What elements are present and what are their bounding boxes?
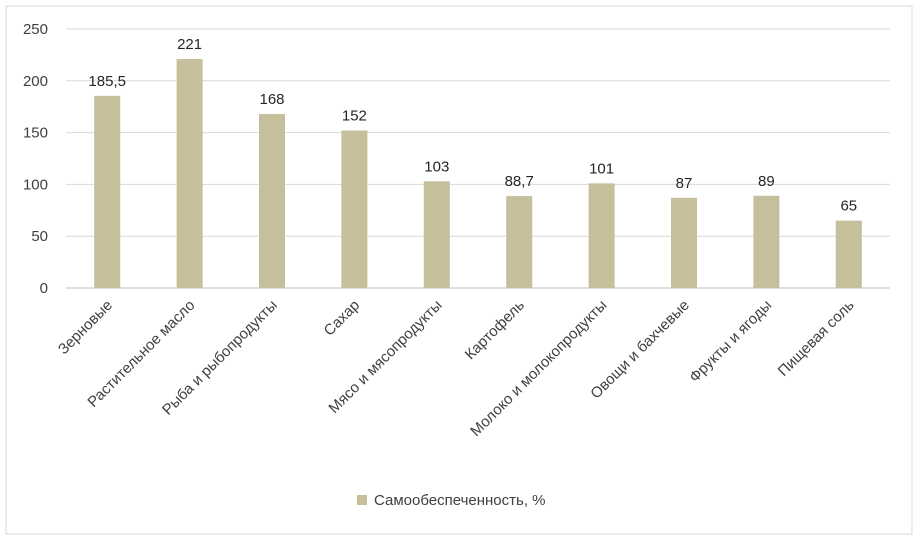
data-label: 103 <box>424 158 449 175</box>
data-label: 65 <box>840 198 857 215</box>
y-tick-label: 0 <box>40 280 48 297</box>
data-label: 88,7 <box>505 173 534 190</box>
bar <box>506 196 533 288</box>
gridlines <box>66 28 890 289</box>
bar <box>94 95 121 289</box>
data-label: 221 <box>177 36 202 53</box>
legend: Самообеспеченность, % <box>357 492 546 509</box>
data-label: 168 <box>259 91 284 108</box>
y-tick-label: 150 <box>23 125 48 142</box>
y-tick-label: 200 <box>23 73 48 90</box>
data-label: 185,5 <box>88 73 126 90</box>
y-tick-label: 100 <box>23 176 48 193</box>
bar <box>753 195 780 288</box>
legend-label: Самообеспеченность, % <box>374 492 546 509</box>
bar <box>341 130 368 288</box>
bar <box>176 59 203 288</box>
bars <box>94 59 862 289</box>
data-label: 152 <box>342 108 367 125</box>
data-label: 101 <box>589 160 614 177</box>
bar <box>423 181 450 288</box>
y-tick-label: 250 <box>23 21 48 38</box>
bar <box>835 220 862 288</box>
y-axis: 0 50 100 150 200 250 <box>23 21 48 297</box>
bar <box>671 197 697 288</box>
bar <box>259 113 285 289</box>
data-labels: 185,5 221 168 152 103 88,7 101 87 89 65 <box>88 36 857 215</box>
data-label: 87 <box>676 175 693 192</box>
data-label: 89 <box>758 173 775 190</box>
y-tick-label: 50 <box>31 228 48 245</box>
bar <box>588 183 615 288</box>
legend-swatch <box>357 495 367 505</box>
